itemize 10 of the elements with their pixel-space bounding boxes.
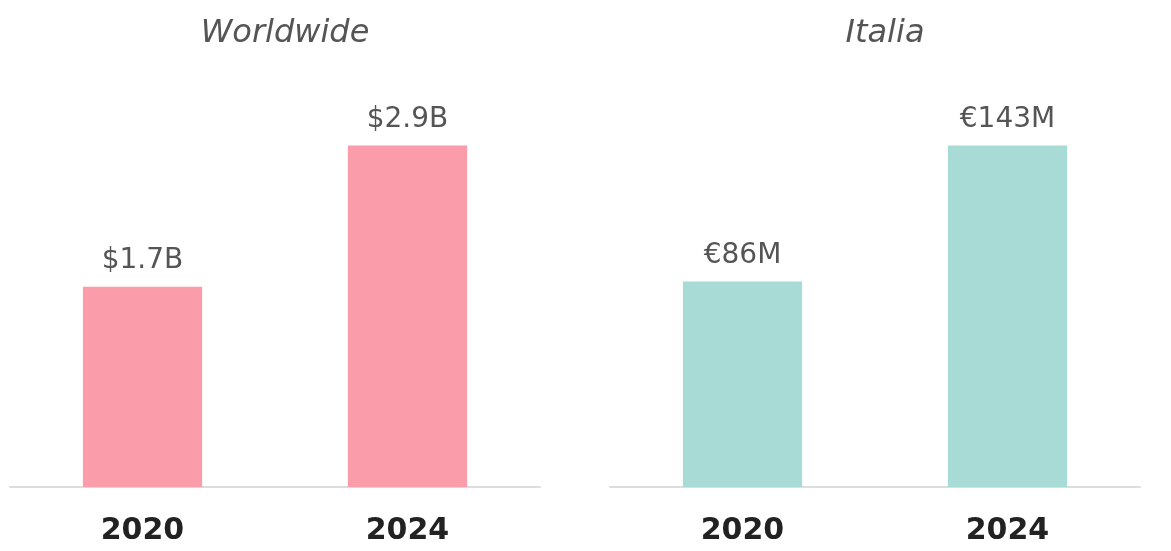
chart-title: Italia (845, 12, 925, 50)
x-tick-label: 2024 (365, 510, 450, 546)
x-tick-label: 2024 (965, 510, 1050, 546)
data-label: $2.9B (366, 100, 449, 134)
x-tick-label: 2020 (100, 510, 185, 546)
data-label: €143M (959, 100, 1056, 134)
data-label: €86M (703, 237, 782, 271)
chart-title: Worldwide (200, 12, 370, 50)
data-label: $1.7B (101, 242, 184, 276)
x-tick-label: 2020 (700, 510, 785, 546)
